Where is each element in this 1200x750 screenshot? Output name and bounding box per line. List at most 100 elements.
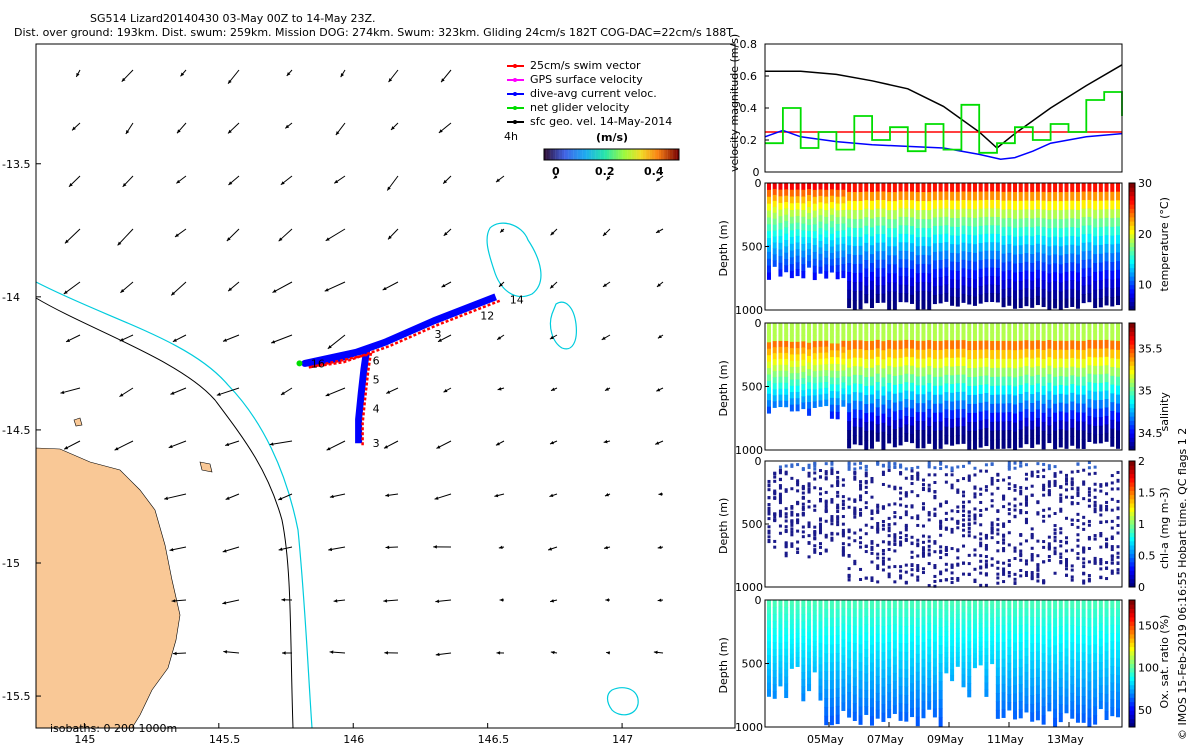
profile-segment (1070, 392, 1075, 403)
profile-segment (927, 300, 932, 311)
profile-segment (898, 685, 903, 696)
profile-segment (1053, 323, 1058, 333)
profile-segment (852, 323, 857, 333)
profile-segment (1075, 626, 1080, 636)
profile-segment (1070, 709, 1075, 719)
profile-segment (767, 689, 771, 697)
chl-point (893, 465, 897, 469)
profile-segment (1053, 263, 1058, 273)
profile-segment (1018, 280, 1023, 291)
profile-segment (784, 370, 789, 378)
profile-segment (841, 250, 846, 258)
panel-colorbar-tick: 0.5 (1138, 550, 1156, 563)
profile-segment (1116, 200, 1120, 210)
profile-segment (784, 346, 789, 354)
colorbar-segment (625, 149, 628, 160)
chl-point (979, 508, 983, 512)
chl-point (773, 489, 777, 493)
reef-contour (549, 301, 577, 350)
chl-point (778, 469, 782, 473)
chl-point (950, 581, 954, 585)
profile-segment (1064, 664, 1069, 674)
chl-point (1070, 501, 1074, 505)
chl-point (1013, 549, 1017, 553)
profile-segment (772, 383, 777, 390)
profile-segment (778, 388, 783, 396)
profile-segment (767, 183, 771, 191)
profile-segment (767, 627, 771, 635)
profile-segment (1110, 340, 1115, 350)
profile-segment (789, 619, 794, 625)
profile-segment (1093, 434, 1098, 444)
profile-segment (892, 664, 897, 674)
profile-segment (869, 191, 874, 202)
profile-segment (1110, 384, 1115, 394)
profile-segment (921, 245, 926, 256)
profile-segment (869, 298, 874, 309)
profile-segment (1116, 252, 1120, 262)
profile-segment (904, 712, 909, 722)
profile-segment (1001, 658, 1006, 668)
chl-point (910, 535, 914, 539)
chl-point (807, 525, 811, 529)
profile-segment (1058, 367, 1063, 377)
profile-segment (950, 628, 955, 636)
profile-segment (1018, 608, 1023, 618)
profile-segment (1007, 331, 1012, 342)
profile-segment (1064, 648, 1069, 657)
profile-segment (818, 352, 823, 360)
profile-segment (955, 183, 960, 193)
panel-colorbar-segment (1129, 659, 1135, 664)
profile-segment (1070, 183, 1075, 193)
profile-segment (807, 600, 812, 607)
chl-point (927, 535, 931, 539)
chl-point (864, 464, 868, 468)
profile-segment (852, 617, 857, 627)
profile-segment (887, 408, 892, 418)
profile-segment (1098, 374, 1103, 384)
profile-segment (858, 200, 863, 211)
profile-segment (841, 631, 846, 640)
profile-segment (869, 331, 874, 342)
profile-segment (778, 236, 783, 244)
profile-segment (955, 218, 960, 228)
profile-segment (1116, 700, 1120, 709)
chl-point (1082, 557, 1086, 561)
profile-segment (1053, 340, 1058, 351)
profile-segment (944, 605, 949, 611)
profile-segment (1098, 227, 1103, 237)
profile-segment (1013, 633, 1018, 643)
chl-point (784, 541, 788, 545)
profile-segment (772, 341, 777, 348)
profile-segment (841, 623, 846, 633)
panel-colorbar-segment (1129, 259, 1135, 264)
profile-segment (1116, 191, 1120, 201)
profile-segment (812, 245, 817, 253)
profile-segment (978, 349, 983, 359)
profile-segment (990, 276, 995, 286)
profile-segment (858, 245, 863, 256)
profile-segment (881, 332, 886, 342)
profile-segment (1035, 340, 1040, 350)
profile-segment (915, 300, 920, 310)
profile-segment (1075, 608, 1080, 618)
profile-segment (921, 642, 926, 651)
profile-segment (824, 399, 829, 407)
panel-colorbar-segment (1129, 465, 1135, 470)
geo-velocity-arrowhead (550, 440, 555, 445)
profile-segment (835, 258, 840, 266)
profile-segment (818, 228, 823, 236)
profile-segment (818, 266, 823, 274)
profile-segment (1024, 400, 1029, 410)
profile-segment (892, 384, 897, 395)
profile-segment (829, 233, 834, 241)
profile-segment (944, 626, 949, 632)
profile-segment (875, 616, 880, 626)
profile-segment (881, 660, 886, 670)
chl-point (796, 513, 800, 517)
profile-segment (789, 223, 794, 231)
profile-segment (938, 376, 943, 387)
chl-point (1087, 523, 1091, 527)
panel-colorbar-segment (1129, 718, 1135, 724)
profile-segment (881, 191, 886, 201)
